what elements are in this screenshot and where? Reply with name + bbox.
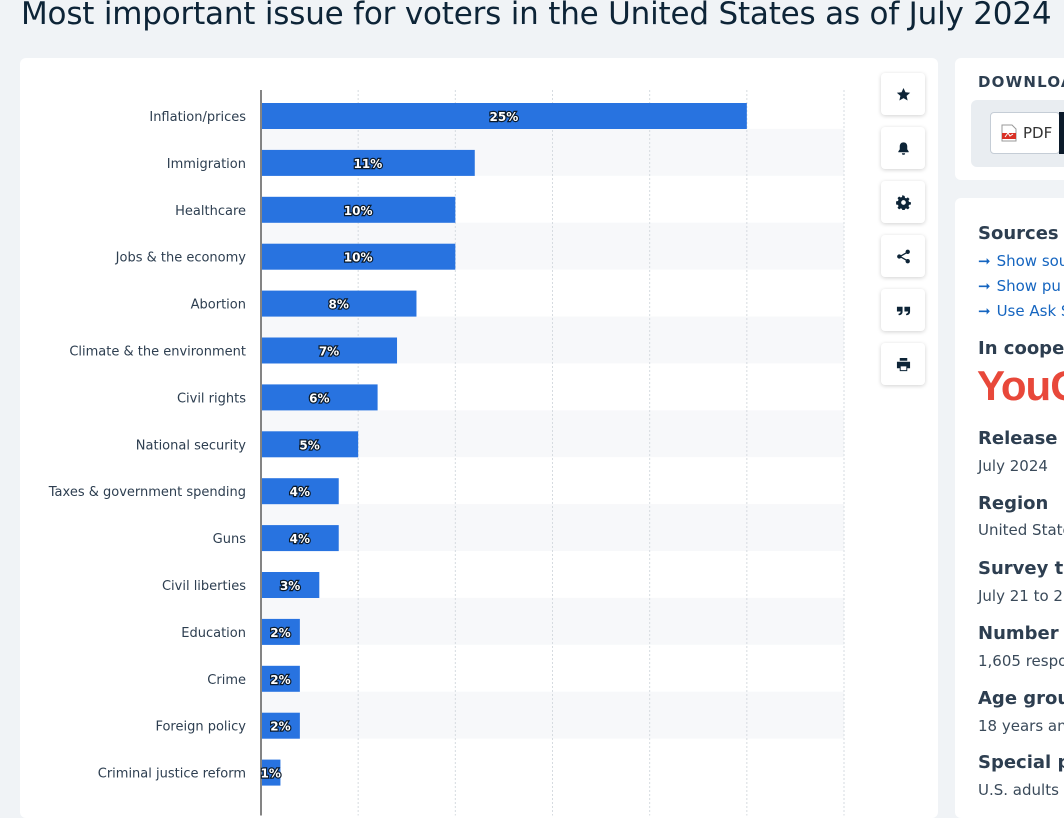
gear-icon (895, 194, 911, 210)
category-label: Climate & the environment (69, 345, 246, 360)
category-label: Guns (213, 532, 247, 547)
bar-4[interactable] (262, 290, 417, 317)
respondents-value: 1,605 respo (978, 652, 1064, 670)
statistic-details-panel: Sources ➞ Show sou ➞ Show pu ➞ Use Ask S In… (955, 198, 1064, 818)
bar-13[interactable] (262, 712, 300, 739)
data-label: 7% (319, 345, 339, 359)
data-label: 5% (299, 438, 319, 452)
data-label: 2% (270, 673, 290, 687)
bar-8[interactable] (262, 478, 339, 505)
category-label: Civil rights (177, 391, 246, 406)
data-label: 4% (290, 532, 310, 546)
special-properties-value: U.S. adults (978, 781, 1059, 799)
region-heading: Region (978, 493, 1049, 514)
bar-11[interactable] (262, 618, 300, 645)
special-properties-heading: Special pr (978, 752, 1064, 773)
cooperation-heading: In coopera (978, 338, 1064, 359)
data-label: 1% (261, 767, 281, 781)
region-value: United State (978, 521, 1064, 539)
pdf-file-icon (1001, 124, 1017, 142)
category-label: Jobs & the economy (115, 251, 247, 266)
bar-5[interactable] (262, 337, 398, 364)
arrow-right-icon: ➞ (978, 277, 991, 295)
arrow-right-icon: ➞ (978, 252, 991, 270)
ask-statista-link[interactable]: ➞ Use Ask S (978, 302, 1064, 320)
arrow-right-icon: ➞ (978, 302, 991, 320)
category-label: Abortion (191, 298, 246, 313)
age-group-heading: Age group (978, 688, 1064, 709)
bar-1[interactable] (262, 149, 475, 176)
bell-icon (897, 141, 909, 155)
favorite-button[interactable] (881, 73, 925, 115)
download-options: PDF (971, 100, 1064, 167)
category-label: Civil liberties (162, 579, 246, 594)
data-label: 11% (354, 157, 383, 171)
data-label: 3% (280, 579, 300, 593)
release-date-value: July 2024 (978, 457, 1048, 475)
bar-chart: Inflation/prices 25% Immigration 11% Healthc… (48, 90, 845, 816)
bar-10[interactable] (262, 572, 320, 598)
download-panel: DOWNLOA PDF (955, 58, 1064, 180)
notification-button[interactable] (881, 127, 925, 169)
bar-6[interactable] (262, 384, 378, 411)
bar-14[interactable] (262, 759, 281, 786)
cite-button[interactable] (881, 289, 925, 331)
settings-button[interactable] (881, 181, 925, 223)
download-title: DOWNLOA (978, 73, 1064, 91)
category-label: Inflation/prices (149, 110, 246, 125)
row-band (261, 597, 844, 645)
release-date-heading: Release da (978, 428, 1064, 449)
chart-card: Inflation/prices 25% Immigration 11% Healthc… (20, 58, 938, 818)
category-label: Education (181, 626, 246, 641)
category-label: Foreign policy (155, 720, 246, 735)
data-label: 10% (344, 204, 373, 218)
bar-9[interactable] (262, 525, 339, 552)
bar-3[interactable] (262, 243, 456, 270)
page-title: Most important issue for voters in the U… (21, 0, 1052, 32)
print-icon (896, 357, 910, 371)
data-label: 8% (329, 298, 349, 312)
pdf-label: PDF (1023, 124, 1053, 142)
chart-toolbar (881, 73, 925, 397)
share-icon (896, 249, 910, 263)
show-sources-link[interactable]: ➞ Show sou (978, 252, 1064, 270)
data-label: 25% (490, 110, 519, 124)
bar-7[interactable] (262, 431, 359, 458)
download-more-button[interactable] (1059, 112, 1064, 154)
print-button[interactable] (881, 343, 925, 385)
bar-0[interactable] (262, 103, 747, 129)
category-label: Criminal justice reform (98, 767, 246, 782)
respondents-heading: Number o (978, 623, 1064, 644)
sources-heading: Sources (978, 223, 1059, 244)
yougov-logo: YouG (977, 362, 1064, 409)
pdf-download-button[interactable]: PDF (990, 112, 1060, 154)
data-label: 6% (309, 391, 329, 405)
share-button[interactable] (881, 235, 925, 277)
category-label: Healthcare (175, 204, 246, 219)
category-label: Immigration (167, 157, 246, 172)
data-label: 2% (270, 720, 290, 734)
quote-icon (896, 306, 910, 315)
age-group-value: 18 years and (978, 717, 1064, 735)
data-label: 2% (270, 626, 290, 640)
data-label: 4% (290, 485, 310, 499)
show-publisher-link[interactable]: ➞ Show pu (978, 277, 1061, 295)
category-label: Crime (207, 673, 246, 688)
survey-time-heading: Survey tim (978, 558, 1064, 579)
category-label: National security (136, 438, 247, 453)
survey-time-value: July 21 to 23 (978, 587, 1064, 605)
bar-2[interactable] (262, 196, 456, 223)
bar-12[interactable] (262, 665, 300, 692)
category-label: Taxes & government spending (48, 485, 246, 500)
star-icon (896, 87, 910, 100)
data-label: 10% (344, 251, 373, 265)
